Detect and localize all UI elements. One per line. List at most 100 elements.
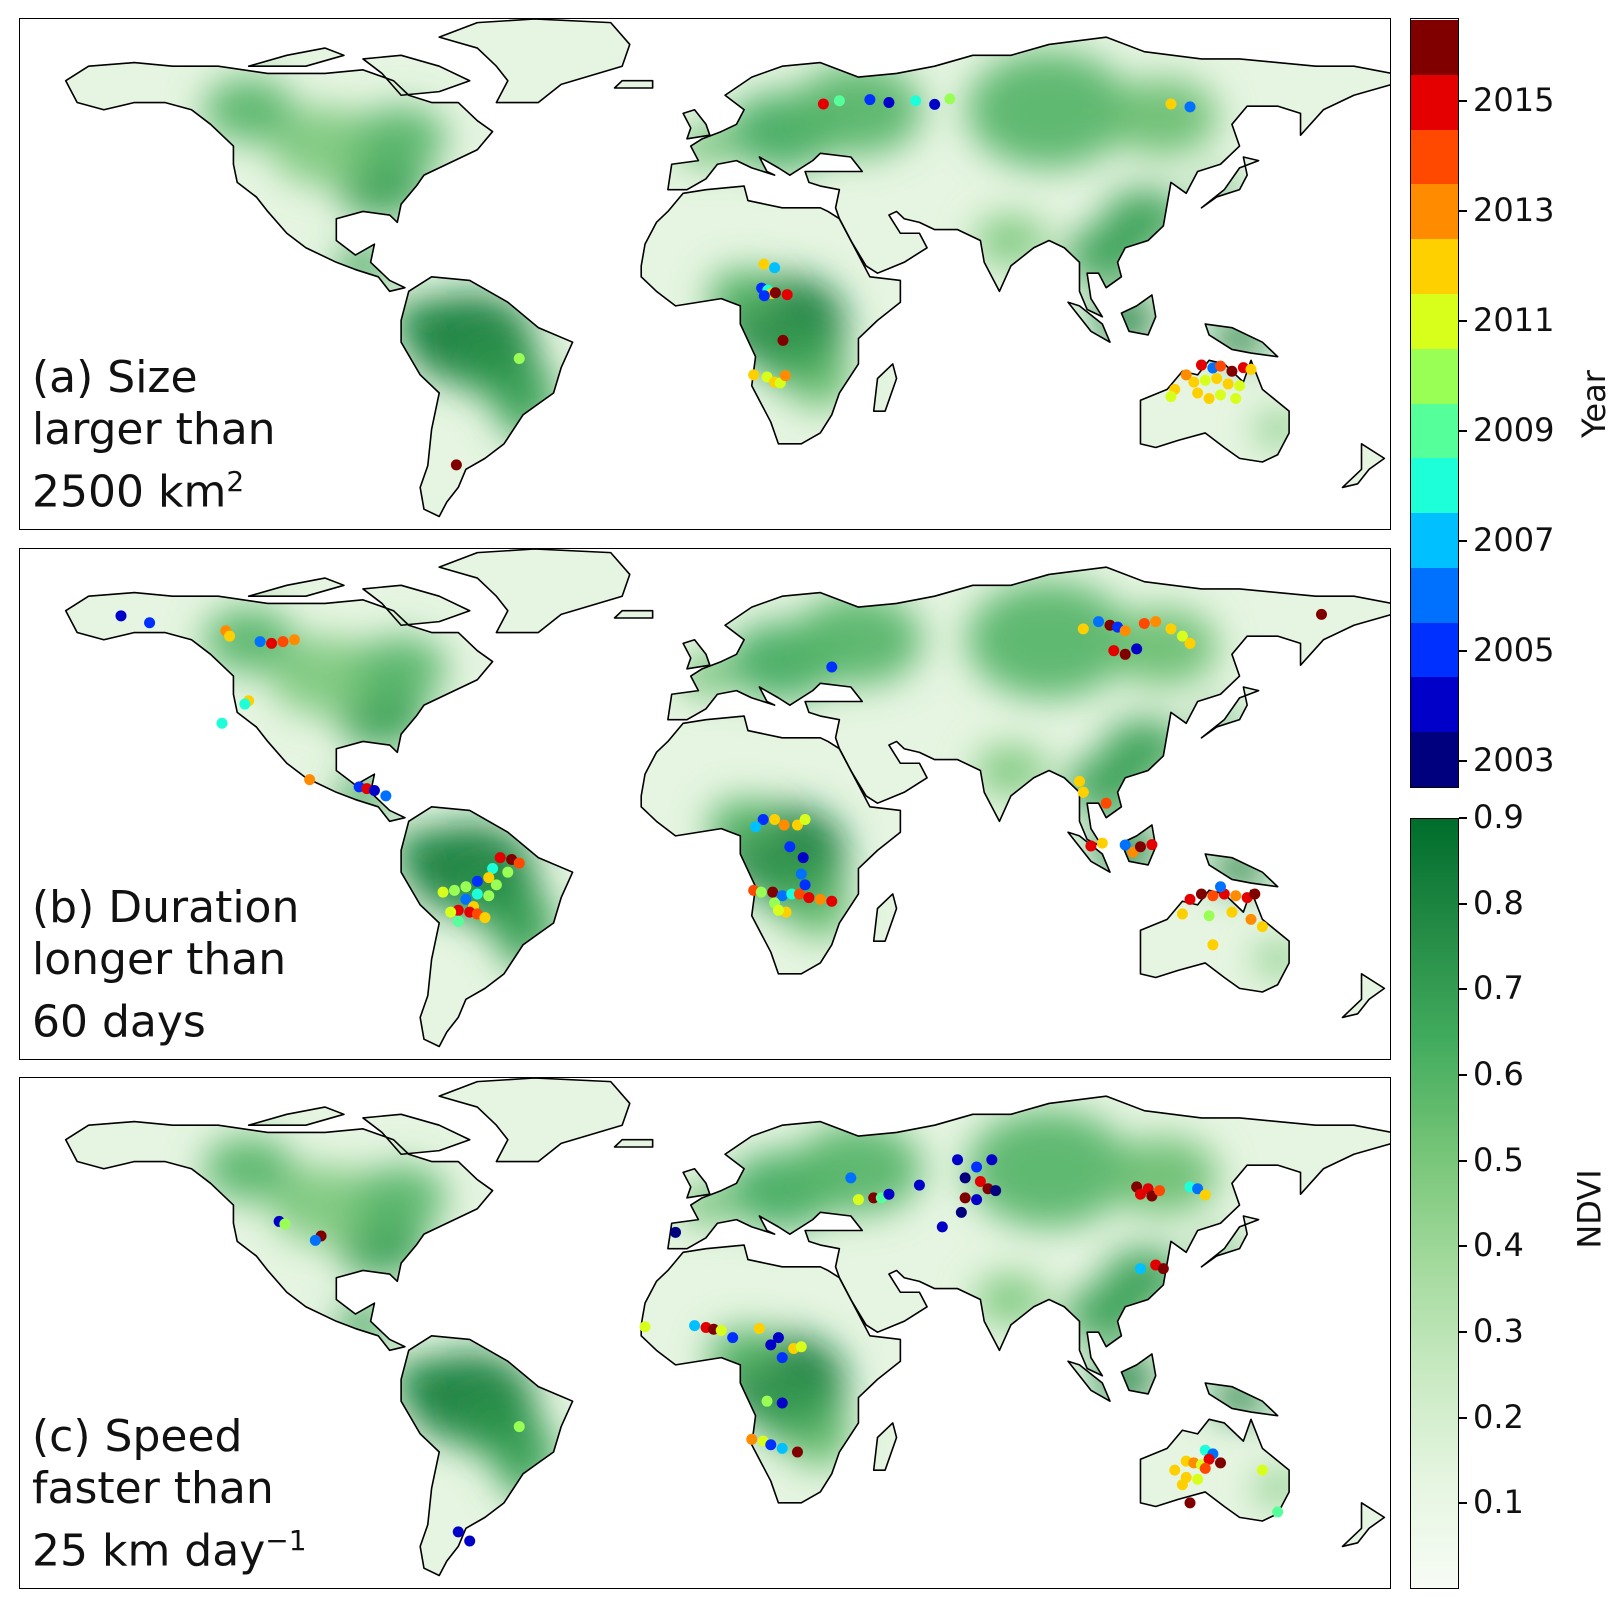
vegetation-patch xyxy=(270,636,380,716)
fire-event-point xyxy=(765,1339,777,1351)
fire-event-point xyxy=(452,915,464,927)
fire-event-point xyxy=(1073,775,1085,787)
fire-event-point xyxy=(309,1234,321,1246)
ndvi-colorbar-tick xyxy=(1459,1245,1467,1248)
year-colorbar-tick xyxy=(1459,319,1467,322)
fire-event-point xyxy=(490,879,502,891)
year-colorbar-tick-label: 2005 xyxy=(1473,630,1555,669)
coastline xyxy=(64,61,494,293)
coastline xyxy=(247,47,345,68)
vegetation-patch xyxy=(1108,77,1219,157)
fire-event-point xyxy=(1119,839,1131,851)
fire-event-point xyxy=(776,1442,788,1454)
vegetation-patch xyxy=(500,935,546,969)
coastline xyxy=(1067,301,1111,343)
fire-event-point xyxy=(758,258,770,270)
fire-event-point xyxy=(929,98,941,110)
fire-event-point xyxy=(639,1321,651,1333)
fire-event-points xyxy=(450,93,1257,471)
fire-event-point xyxy=(797,852,809,864)
coastline xyxy=(667,566,1390,848)
fire-event-point xyxy=(753,1323,765,1335)
vegetation-patch xyxy=(1212,1377,1267,1418)
fire-event-point xyxy=(755,886,767,898)
fire-event-point xyxy=(437,886,449,898)
year-colorbar-tick xyxy=(1459,539,1467,542)
coastline xyxy=(1341,1502,1386,1548)
fire-event-point xyxy=(483,872,495,884)
ndvi-colorbar-title: NDVI xyxy=(1570,1169,1609,1249)
fire-event-point xyxy=(777,334,789,346)
fire-event-point xyxy=(955,1206,967,1218)
coastline xyxy=(1067,1360,1111,1402)
coastline xyxy=(1139,359,1290,463)
fire-event-point xyxy=(224,630,236,642)
year-colorbar-segment xyxy=(1411,403,1458,459)
fire-event-point xyxy=(1249,888,1261,900)
vegetation-patch xyxy=(355,636,447,702)
world-map xyxy=(64,1078,1390,1577)
coastline xyxy=(640,185,902,445)
year-colorbar-segment xyxy=(1411,731,1458,787)
coastline xyxy=(872,1422,898,1471)
fire-event-point xyxy=(689,1320,701,1332)
vegetation-patch xyxy=(1108,607,1219,687)
vegetation-patch xyxy=(788,892,853,939)
year-colorbar-segment xyxy=(1411,238,1458,294)
vegetation-patch xyxy=(966,1109,1132,1228)
fire-event-point xyxy=(986,1154,998,1166)
fire-event-point xyxy=(1176,1479,1188,1491)
coastline xyxy=(1200,1215,1260,1268)
vegetation-patch xyxy=(500,1464,546,1498)
coastlines xyxy=(64,1078,1390,1577)
fire-event-point xyxy=(803,892,815,904)
coastline xyxy=(1139,889,1290,993)
fire-event-point xyxy=(1245,913,1257,925)
year-colorbar-tick xyxy=(1459,429,1467,432)
ndvi-colorbar-tick xyxy=(1459,1331,1467,1333)
coastline xyxy=(400,806,574,1048)
ndvi-colorbar-tick xyxy=(1459,1159,1467,1162)
year-colorbar-tick-label: 2011 xyxy=(1473,300,1555,339)
year-colorbar-segment xyxy=(1411,183,1458,240)
fire-event-point xyxy=(761,1395,773,1407)
fire-event-point xyxy=(1176,908,1188,920)
vegetation-patch xyxy=(788,1421,853,1468)
fire-event-point xyxy=(786,888,798,900)
coastline xyxy=(613,79,654,89)
coastline xyxy=(1120,1353,1157,1395)
fire-event-point xyxy=(502,866,514,878)
fire-event-point xyxy=(460,881,472,893)
fire-event-point xyxy=(1165,98,1177,110)
fire-event-point xyxy=(1192,1183,1204,1195)
coastline xyxy=(613,1138,654,1148)
fire-event-point xyxy=(1203,910,1215,922)
fire-event-point xyxy=(1184,101,1196,113)
fire-event-point xyxy=(448,884,460,896)
fire-event-point xyxy=(1131,643,1143,655)
fire-event-point xyxy=(487,863,499,875)
fire-event-point xyxy=(1184,1497,1196,1509)
fire-event-point xyxy=(1230,890,1242,902)
fire-event-point xyxy=(1180,369,1192,381)
year-colorbar-tick xyxy=(1459,759,1467,762)
fire-event-point xyxy=(750,821,762,833)
fire-event-point xyxy=(795,868,807,880)
fire-event-point xyxy=(1134,841,1146,853)
fire-event-point xyxy=(974,1175,986,1187)
year-colorbar-tick xyxy=(1459,649,1467,652)
vegetation-patch xyxy=(974,1273,1048,1326)
ndvi-colorbar-tick xyxy=(1459,817,1467,819)
fire-event-point xyxy=(115,610,127,622)
coastline xyxy=(247,577,345,598)
year-colorbar-segment xyxy=(1411,348,1458,404)
vegetation-patch xyxy=(392,1359,448,1399)
coastlines xyxy=(64,19,1390,518)
vegetation-patch xyxy=(1103,1248,1186,1308)
fire-event-point xyxy=(1184,893,1196,905)
map-panel-a: (a) Size larger than 2500 km2 xyxy=(19,18,1391,530)
fire-event-point xyxy=(1215,881,1226,893)
fire-event-point xyxy=(1188,376,1200,388)
vegetation-patch xyxy=(966,580,1132,699)
coastline xyxy=(667,36,1390,318)
